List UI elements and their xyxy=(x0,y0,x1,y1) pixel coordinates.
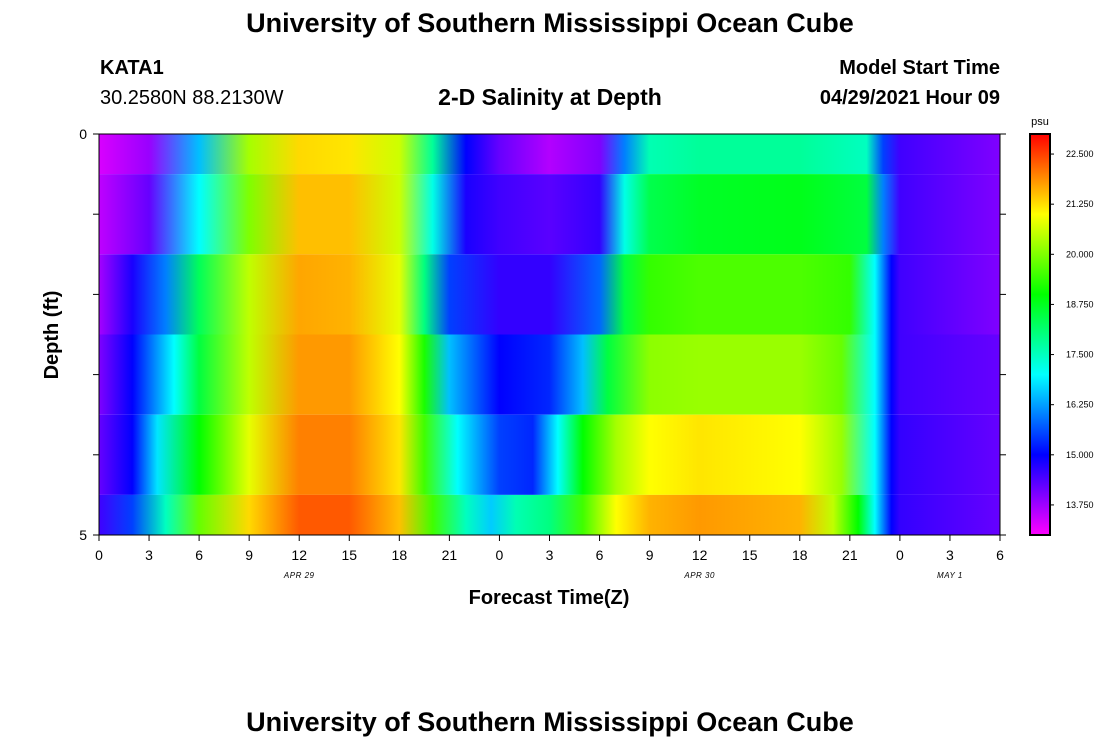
x-tick-label: 12 xyxy=(291,547,307,563)
colorbar-tick-label: 21.250 xyxy=(1066,199,1094,209)
heatmap-row-depth-0 xyxy=(99,134,1000,175)
x-tick-label: 15 xyxy=(742,547,758,563)
plot-title: 2-D Salinity at Depth xyxy=(438,84,662,110)
page-title-bottom: University of Southern Mississippi Ocean… xyxy=(246,707,854,737)
colorbar-scale xyxy=(1029,133,1051,536)
page-title-top: University of Southern Mississippi Ocean… xyxy=(246,8,854,38)
colorbar-tick-label: 15.000 xyxy=(1066,450,1094,460)
station-coordinates: 30.2580N 88.2130W xyxy=(100,87,284,109)
x-axis-label: Forecast Time(Z) xyxy=(469,587,630,609)
colorbar-tick-label: 22.500 xyxy=(1066,149,1094,159)
heatmap-row-depth-1 xyxy=(99,174,1000,255)
x-tick-label: 0 xyxy=(896,547,904,563)
x-tick-label: 0 xyxy=(496,547,504,563)
colorbar-unit: psu xyxy=(1031,116,1049,128)
colorbar-tick-label: 18.750 xyxy=(1066,299,1094,309)
heatmap-row-depth-4 xyxy=(99,414,1000,495)
date-label: APR 29 xyxy=(283,571,315,580)
x-tick-label: 21 xyxy=(442,547,458,563)
y-axis: 05 xyxy=(79,126,1006,543)
colorbar-tick-label: 20.000 xyxy=(1066,249,1094,259)
heatmap-row-depth-5 xyxy=(99,494,1000,535)
x-tick-label: 9 xyxy=(245,547,253,563)
x-tick-label: 6 xyxy=(996,547,1004,563)
model-start-value: 04/29/2021 Hour 09 xyxy=(819,87,1000,109)
x-tick-label: 15 xyxy=(341,547,357,563)
colorbar-tick-label: 16.250 xyxy=(1066,400,1094,410)
x-tick-label: 9 xyxy=(646,547,654,563)
heatmap-row-depth-2 xyxy=(99,254,1000,335)
x-tick-label: 3 xyxy=(546,547,554,563)
y-tick-label: 5 xyxy=(79,527,87,543)
x-tick-label: 18 xyxy=(392,547,408,563)
y-tick-label: 0 xyxy=(79,126,87,142)
colorbar: 13.750 15.000 16.250 17.500 18.750 20.000 21.2… xyxy=(1029,116,1094,536)
y-axis-label: Depth (ft) xyxy=(41,291,63,380)
colorbar-tick-label: 13.750 xyxy=(1066,500,1094,510)
x-tick-label: 6 xyxy=(596,547,604,563)
x-tick-label: 0 xyxy=(95,547,103,563)
colorbar-tick-label: 17.500 xyxy=(1066,350,1094,360)
salinity-chart: 0 3 6 9 12 15 18 21 0 3 6 9 12 15 18 21 0 3 6 APR 29 APR 30 M… xyxy=(41,116,1094,609)
x-tick-label: 6 xyxy=(195,547,203,563)
x-tick-label: 3 xyxy=(946,547,954,563)
station-id: KATA1 xyxy=(100,57,164,79)
date-label: APR 30 xyxy=(683,571,715,580)
x-tick-label: 18 xyxy=(792,547,808,563)
x-tick-label: 21 xyxy=(842,547,858,563)
heatmap-row-depth-3 xyxy=(99,334,1000,415)
x-tick-label: 12 xyxy=(692,547,708,563)
x-tick-label: 3 xyxy=(145,547,153,563)
model-start-label: Model Start Time xyxy=(839,57,1000,79)
x-axis: 0 3 6 9 12 15 18 21 0 3 6 9 12 15 18 21 0 3 6 APR 29 APR 30 M… xyxy=(95,535,1004,580)
heatmap xyxy=(99,134,1000,535)
date-label: MAY 1 xyxy=(937,571,963,580)
